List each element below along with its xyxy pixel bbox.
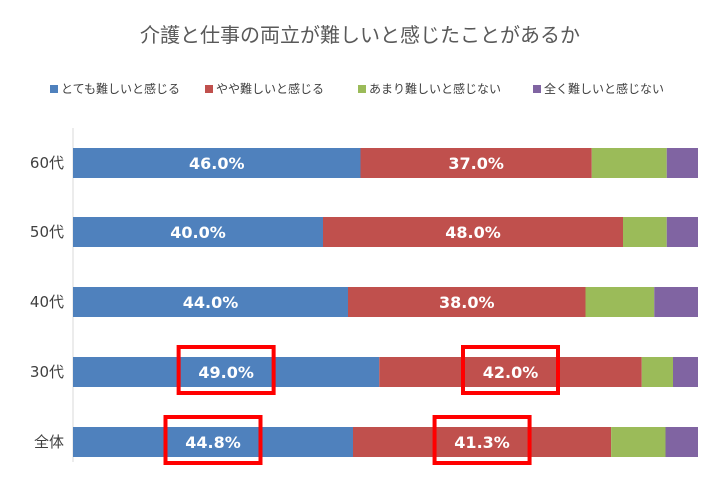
bar-segment [666,217,698,247]
legend-swatch [533,85,541,93]
legend-label: あまり難しいと感じない [369,81,501,96]
legend-label: やや難しいと感じる [216,81,324,96]
bar-segment [379,357,642,387]
legend: とても難しいと感じる やや難しいと感じる あまり難しいと感じない 全く難しいと感じない [50,81,664,96]
legend-swatch [205,85,213,93]
data-label: 42.0% [483,363,539,382]
legend-label: 全く難しいと感じない [544,81,664,96]
data-label: 37.0% [448,154,504,173]
highlight-box [176,345,276,395]
bar-segment [73,427,353,457]
bar-segment [591,148,667,178]
bar-segment [666,148,698,178]
highlight-boxes [163,345,560,465]
highlight-box [432,415,532,465]
bar-segment [585,287,655,317]
bars: 46.0% 37.0% 40.0% 48.0% 44.0% 38.0% 49.0% 42.0%… [73,148,698,457]
category-label: 40代 [30,293,64,311]
bar-segment [360,148,592,178]
data-label: 44.8% [185,433,241,452]
data-label: 40.0% [170,223,226,242]
bar-segment [323,217,623,247]
data-label: 44.0% [183,293,239,312]
bar-segment [611,427,666,457]
bar-segment [665,427,698,457]
data-label: 48.0% [445,223,501,242]
highlight-box [163,415,263,465]
category-label: 60代 [30,154,64,172]
bar-segment [73,287,348,317]
legend-swatch [50,85,58,93]
data-label: 46.0% [189,154,245,173]
bar-segment [641,357,673,387]
legend-label: とても難しいと感じる [61,81,180,96]
bar-segment [73,357,380,387]
bar-segment [654,287,698,317]
category-label: 50代 [30,223,64,241]
bar-segment [73,217,323,247]
bar-segment [673,357,698,387]
data-label: 38.0% [439,293,495,312]
data-label: 41.3% [454,433,510,452]
data-label: 49.0% [198,363,254,382]
legend-swatch [358,85,366,93]
category-label: 全体 [34,433,64,451]
bar-segment [73,148,361,178]
chart-title: 介護と仕事の両立が難しいと感じたことがあるか [140,23,580,47]
category-label: 30代 [30,363,64,381]
bar-segment [353,427,612,457]
bar-segment [623,217,667,247]
bar-segment [348,287,586,317]
highlight-box [461,345,560,395]
